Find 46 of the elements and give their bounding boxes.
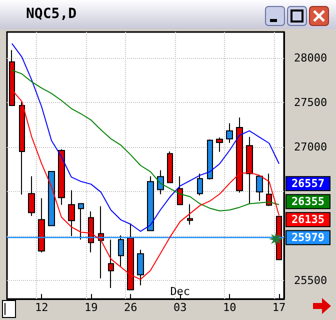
candlestick	[48, 171, 55, 226]
chart-title: NQC5,D	[26, 6, 77, 22]
candlestick	[68, 190, 75, 236]
candlestick	[187, 204, 193, 226]
candlestick	[58, 148, 65, 206]
text: 26135	[291, 213, 325, 226]
candlestick	[108, 239, 114, 289]
candlestick	[266, 173, 272, 206]
candlestick	[9, 50, 15, 106]
line-series	[11, 89, 280, 280]
candlestick	[177, 176, 183, 206]
candlestick	[127, 223, 134, 290]
candlestick	[78, 203, 84, 240]
candlestick	[19, 101, 25, 196]
line-series	[11, 70, 280, 212]
candlestick	[216, 137, 223, 152]
candlestick	[28, 176, 35, 216]
x-tick-label: 19	[84, 301, 98, 314]
candlestick	[246, 136, 253, 204]
candlestick	[88, 210, 94, 253]
candlestick	[38, 198, 45, 253]
candlestick	[226, 122, 233, 144]
y-tick-label: 28000	[294, 51, 328, 64]
line-series	[11, 43, 280, 232]
candlestick	[236, 117, 243, 194]
candlestick	[137, 249, 144, 286]
text: 26355	[291, 195, 325, 208]
candlestick	[207, 139, 213, 180]
y-tick-label: 25500	[294, 274, 328, 287]
y-tick-label: 27000	[294, 140, 328, 154]
x-tick-label: 12	[35, 301, 48, 314]
annotation: Dec	[170, 285, 190, 298]
candlestick	[118, 234, 124, 267]
candlestick	[167, 151, 173, 184]
candlestick	[98, 206, 104, 279]
candlestick	[147, 176, 154, 232]
candlestick	[197, 173, 203, 196]
y-tick-label: 27500	[294, 96, 328, 109]
x-tick-label: 10	[222, 301, 236, 314]
ref-line-label: 25979	[291, 231, 325, 244]
text: 26557	[291, 177, 325, 190]
x-tick-label: 03	[174, 301, 187, 314]
x-tick-label: 26	[124, 301, 138, 314]
candlestick	[256, 174, 263, 202]
candlestick	[157, 170, 164, 195]
x-tick-label: 17	[272, 301, 286, 314]
